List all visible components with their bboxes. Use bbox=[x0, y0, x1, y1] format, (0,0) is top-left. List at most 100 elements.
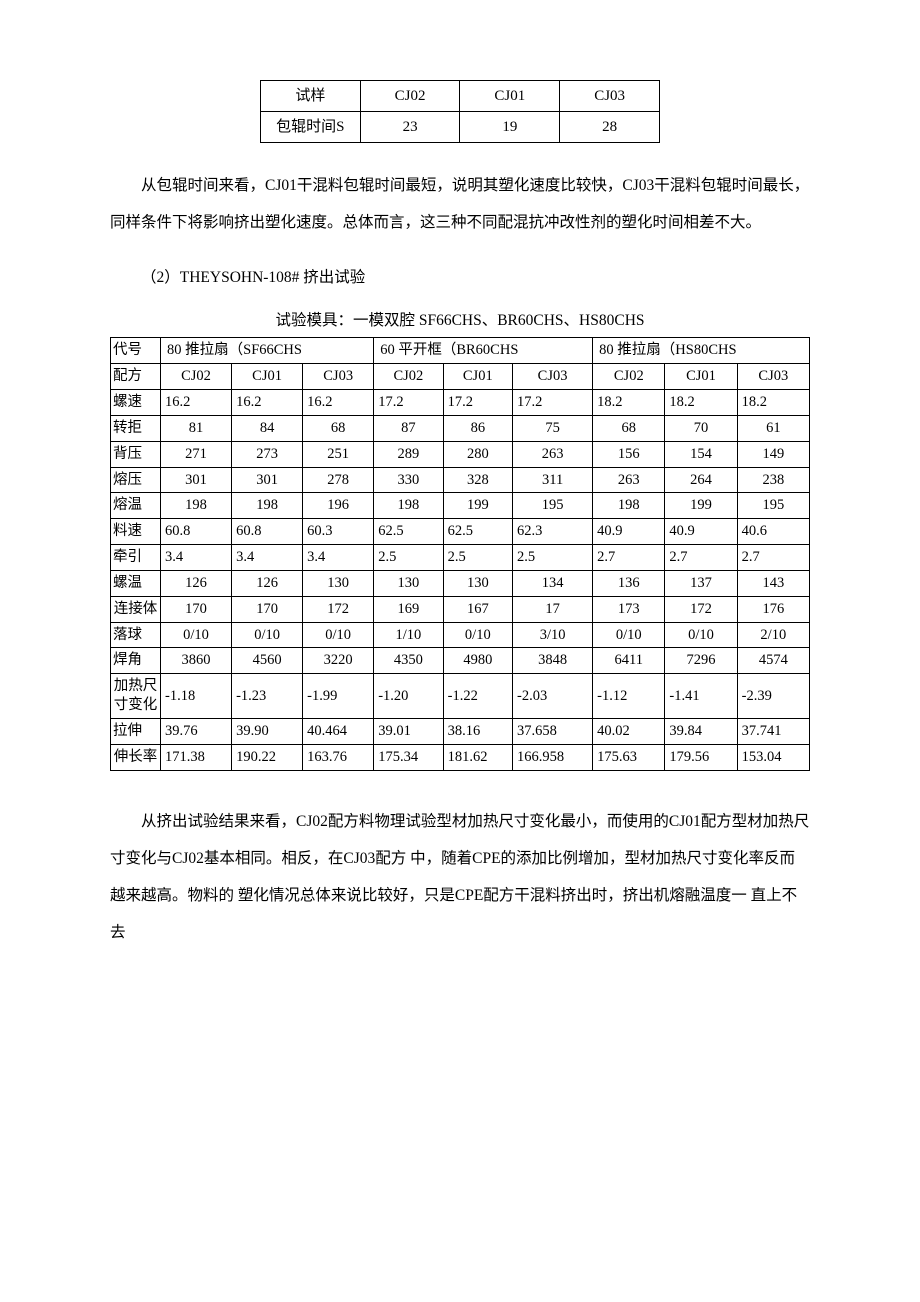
t1-r1c1: 23 bbox=[360, 112, 460, 143]
t2-header-formula: 配方 CJ02 CJ01 CJ03 CJ02 CJ01 CJ03 CJ02 CJ… bbox=[111, 364, 810, 390]
t2-hf-2: CJ03 bbox=[303, 364, 374, 390]
t2-cell: 289 bbox=[374, 441, 443, 467]
t2-cell: 39.01 bbox=[374, 719, 443, 745]
t2-cell: 0/10 bbox=[161, 622, 232, 648]
table-row: 螺温126126130130130134136137143 bbox=[111, 570, 810, 596]
t2-cell: -1.22 bbox=[443, 674, 512, 719]
t2-cell: 198 bbox=[232, 493, 303, 519]
t2-cell: 196 bbox=[303, 493, 374, 519]
table-row: 熔压301301278330328311263264238 bbox=[111, 467, 810, 493]
t2-cell: 3860 bbox=[161, 648, 232, 674]
t2-cell: 37.741 bbox=[737, 719, 809, 745]
t2-cell: 38.16 bbox=[443, 719, 512, 745]
t2-cell: 156 bbox=[593, 441, 665, 467]
t2-cell: 130 bbox=[303, 570, 374, 596]
t2-row-label: 加热尺寸变化 bbox=[111, 674, 161, 719]
t2-cell: 39.76 bbox=[161, 719, 232, 745]
t2-cell: 75 bbox=[513, 415, 593, 441]
t2-cell: 175.34 bbox=[374, 744, 443, 770]
t2-cell: 17.2 bbox=[443, 390, 512, 416]
t2-row-label: 牵引 bbox=[111, 545, 161, 571]
t1-r0c1: CJ02 bbox=[360, 81, 460, 112]
t2-cell: 328 bbox=[443, 467, 512, 493]
t2-cell: 60.3 bbox=[303, 519, 374, 545]
t2-cell: 86 bbox=[443, 415, 512, 441]
t2-cell: 134 bbox=[513, 570, 593, 596]
t2-cell: 190.22 bbox=[232, 744, 303, 770]
t2-cell: 40.9 bbox=[665, 519, 737, 545]
t2-hf-8: CJ03 bbox=[737, 364, 809, 390]
t2-cell: 238 bbox=[737, 467, 809, 493]
t2-cell: 172 bbox=[665, 596, 737, 622]
table-row: 牵引3.43.43.42.52.52.52.72.72.7 bbox=[111, 545, 810, 571]
t2-cell: 2.7 bbox=[665, 545, 737, 571]
t2-hf-4: CJ01 bbox=[443, 364, 512, 390]
t2-cell: 68 bbox=[303, 415, 374, 441]
t2-cell: 16.2 bbox=[232, 390, 303, 416]
t2-cell: 70 bbox=[665, 415, 737, 441]
t2-row-label: 料速 bbox=[111, 519, 161, 545]
t2-cell: 3/10 bbox=[513, 622, 593, 648]
t2-cell: 167 bbox=[443, 596, 512, 622]
t2-cell: 170 bbox=[161, 596, 232, 622]
t2-cell: 40.6 bbox=[737, 519, 809, 545]
table-row: 转拒818468878675687061 bbox=[111, 415, 810, 441]
t2-cell: -2.03 bbox=[513, 674, 593, 719]
t2-cell: 4350 bbox=[374, 648, 443, 674]
t2-cell: 37.658 bbox=[513, 719, 593, 745]
table-row: 背压271273251289280263156154149 bbox=[111, 441, 810, 467]
t2-cell: 251 bbox=[303, 441, 374, 467]
t2-cell: 198 bbox=[593, 493, 665, 519]
t2-cell: 2.5 bbox=[513, 545, 593, 571]
t2-cell: 17.2 bbox=[513, 390, 593, 416]
t2-cell: -1.99 bbox=[303, 674, 374, 719]
t2-cell: 17.2 bbox=[374, 390, 443, 416]
t2-cell: 16.2 bbox=[303, 390, 374, 416]
t2-cell: 195 bbox=[737, 493, 809, 519]
t2-cell: 126 bbox=[161, 570, 232, 596]
t2-cell: 273 bbox=[232, 441, 303, 467]
t2-cell: 39.90 bbox=[232, 719, 303, 745]
t2-cell: 278 bbox=[303, 467, 374, 493]
t2-cell: 18.2 bbox=[665, 390, 737, 416]
t2-cell: 263 bbox=[593, 467, 665, 493]
t2-row-label: 螺速 bbox=[111, 390, 161, 416]
t2-h-g3: 80 推拉扇（HS80CHS bbox=[593, 338, 810, 364]
t2-hf-6: CJ02 bbox=[593, 364, 665, 390]
extrusion-data-table: 代号 80 推拉扇（SF66CHS 60 平开框（BR60CHS 80 推拉扇（… bbox=[110, 337, 810, 770]
t2-row-label: 伸长率 bbox=[111, 744, 161, 770]
t2-h-g1: 80 推拉扇（SF66CHS bbox=[161, 338, 374, 364]
t2-hf-3: CJ02 bbox=[374, 364, 443, 390]
t2-cell: 130 bbox=[443, 570, 512, 596]
t2-cell: -2.39 bbox=[737, 674, 809, 719]
t2-cell: 154 bbox=[665, 441, 737, 467]
t2-cell: 136 bbox=[593, 570, 665, 596]
t2-cell: 7296 bbox=[665, 648, 737, 674]
t2-cell: 143 bbox=[737, 570, 809, 596]
t2-cell: 62.3 bbox=[513, 519, 593, 545]
table-row: 连接体17017017216916717173172176 bbox=[111, 596, 810, 622]
t2-cell: 40.464 bbox=[303, 719, 374, 745]
t2-cell: 172 bbox=[303, 596, 374, 622]
t2-cell: 330 bbox=[374, 467, 443, 493]
t2-hf-1: CJ01 bbox=[232, 364, 303, 390]
t2-cell: 2.7 bbox=[593, 545, 665, 571]
t2-cell: -1.23 bbox=[232, 674, 303, 719]
t2-cell: 169 bbox=[374, 596, 443, 622]
t2-cell: 16.2 bbox=[161, 390, 232, 416]
t2-cell: 0/10 bbox=[303, 622, 374, 648]
t2-cell: -1.12 bbox=[593, 674, 665, 719]
t2-cell: 163.76 bbox=[303, 744, 374, 770]
t2-cell: 198 bbox=[161, 493, 232, 519]
t2-row-label: 拉伸 bbox=[111, 719, 161, 745]
table-row: 加热尺寸变化-1.18-1.23-1.99-1.20-1.22-2.03-1.1… bbox=[111, 674, 810, 719]
t2-row-label: 焊角 bbox=[111, 648, 161, 674]
t2-cell: 62.5 bbox=[374, 519, 443, 545]
t2-cell: -1.41 bbox=[665, 674, 737, 719]
t2-cell: 60.8 bbox=[232, 519, 303, 545]
t2-cell: 137 bbox=[665, 570, 737, 596]
t2-row-label: 熔温 bbox=[111, 493, 161, 519]
t2-row-label: 螺温 bbox=[111, 570, 161, 596]
table-row: 落球0/100/100/101/100/103/100/100/102/10 bbox=[111, 622, 810, 648]
t2-cell: 280 bbox=[443, 441, 512, 467]
